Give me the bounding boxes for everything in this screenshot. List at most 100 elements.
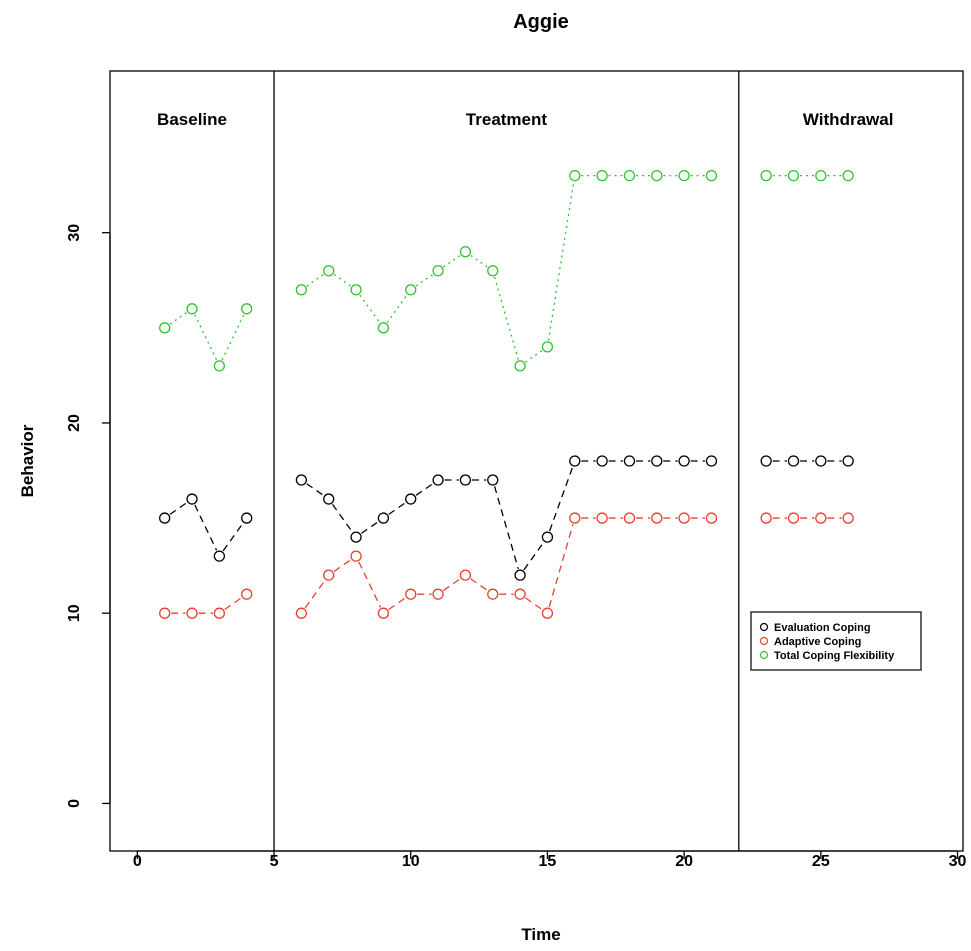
series-line-segment: [548, 524, 574, 608]
data-point: [350, 531, 362, 543]
legend: Evaluation Coping Adaptive Coping Total Co…: [750, 611, 922, 671]
data-point: [186, 493, 198, 505]
chart-title: Aggie: [513, 11, 569, 33]
series-line-segment: [224, 597, 242, 611]
series-line-segment: [331, 503, 353, 533]
series-line-segment: [169, 311, 188, 325]
data-point: [705, 455, 718, 467]
data-point: [186, 607, 198, 619]
y-tick-label: 0: [66, 799, 83, 808]
series-line-segment: [386, 294, 408, 323]
data-point: [787, 169, 800, 182]
data-point: [842, 169, 854, 182]
legend-entry: Total Coping Flexibility: [774, 650, 895, 662]
x-tick-label: 0: [133, 853, 142, 870]
phase-label: Baseline: [157, 110, 227, 129]
series-line-segment: [493, 486, 519, 570]
series-line-segment: [169, 502, 188, 515]
series-line-segment: [525, 597, 543, 611]
data-point: [842, 512, 854, 524]
data-point: [760, 169, 772, 182]
data-point: [432, 474, 444, 486]
data-point: [213, 550, 226, 562]
data-point: [213, 360, 226, 372]
data-point: [323, 493, 335, 505]
data-point: [596, 455, 608, 467]
data-point: [623, 169, 636, 182]
data-point: [459, 474, 472, 486]
data-point: [651, 455, 663, 467]
plot-frame: [109, 70, 964, 852]
data-point: [350, 284, 362, 296]
data-point: [459, 246, 472, 258]
series-line-segment: [194, 314, 218, 361]
data-point: [432, 265, 444, 277]
data-point: [159, 607, 171, 619]
data-point: [323, 265, 335, 277]
legend-marker: [759, 650, 769, 660]
data-point: [705, 169, 718, 182]
data-point: [323, 569, 335, 581]
series-line-segment: [333, 273, 352, 287]
series-line-segment: [222, 522, 244, 552]
phase-lines: [273, 71, 740, 851]
y-axis-label: Behavior: [18, 424, 37, 497]
series-line-segment: [470, 578, 488, 591]
data-point: [295, 607, 308, 619]
data-point: [541, 531, 554, 543]
data-point: [651, 512, 663, 524]
data-point: [241, 512, 253, 524]
series-line-segment: [547, 181, 575, 341]
data-point: [623, 512, 636, 524]
data-point: [405, 588, 417, 600]
x-tick-label: 10: [402, 853, 420, 870]
data-point: [541, 341, 554, 353]
series-total-coping-flexibility: [159, 169, 854, 372]
y-tick-label: 10: [66, 604, 83, 622]
data-point: [241, 588, 253, 600]
series-line-segment: [415, 273, 434, 287]
data-point: [159, 322, 171, 334]
series-line-segment: [221, 314, 245, 361]
data-point: [159, 512, 171, 524]
data-point: [514, 569, 526, 581]
data-point: [569, 455, 581, 467]
phase-label: Withdrawal: [803, 110, 894, 129]
data-point: [487, 588, 499, 600]
series-line-segment: [523, 541, 545, 571]
series-line-segment: [359, 294, 381, 323]
data-point: [405, 493, 417, 505]
series-adaptive-coping: [159, 512, 854, 619]
x-axis: 0 5 10 15 20 25 30: [133, 850, 967, 870]
legend-marker: [759, 636, 769, 646]
series-line-segment: [549, 466, 574, 532]
x-axis-label: Time: [521, 925, 560, 944]
data-point: [487, 265, 499, 277]
series-line-segment: [388, 597, 406, 611]
data-point: [678, 512, 690, 524]
data-point: [596, 169, 608, 182]
data-point: [295, 474, 308, 486]
data-point: [815, 169, 827, 182]
series-line-segment: [415, 483, 434, 496]
x-tick-label: 5: [270, 853, 279, 870]
series-line-segment: [493, 276, 519, 360]
series-line-segment: [361, 521, 379, 534]
data-point: [514, 360, 526, 372]
y-axis: 0 10 20 30: [66, 224, 111, 808]
x-tick-label: 25: [812, 853, 830, 870]
data-point: [377, 607, 390, 619]
data-point: [760, 512, 772, 524]
data-point: [405, 284, 417, 296]
data-point: [459, 569, 472, 581]
data-point: [569, 512, 581, 524]
legend-entry: Adaptive Coping: [774, 636, 861, 648]
legend-entry: Evaluation Coping: [774, 622, 871, 634]
series-evaluation-coping: [159, 455, 854, 581]
data-point: [487, 474, 499, 486]
data-point: [678, 455, 690, 467]
data-point: [186, 303, 198, 315]
series-line-segment: [306, 483, 324, 496]
series-line-segment: [358, 561, 382, 608]
data-point: [815, 512, 827, 524]
